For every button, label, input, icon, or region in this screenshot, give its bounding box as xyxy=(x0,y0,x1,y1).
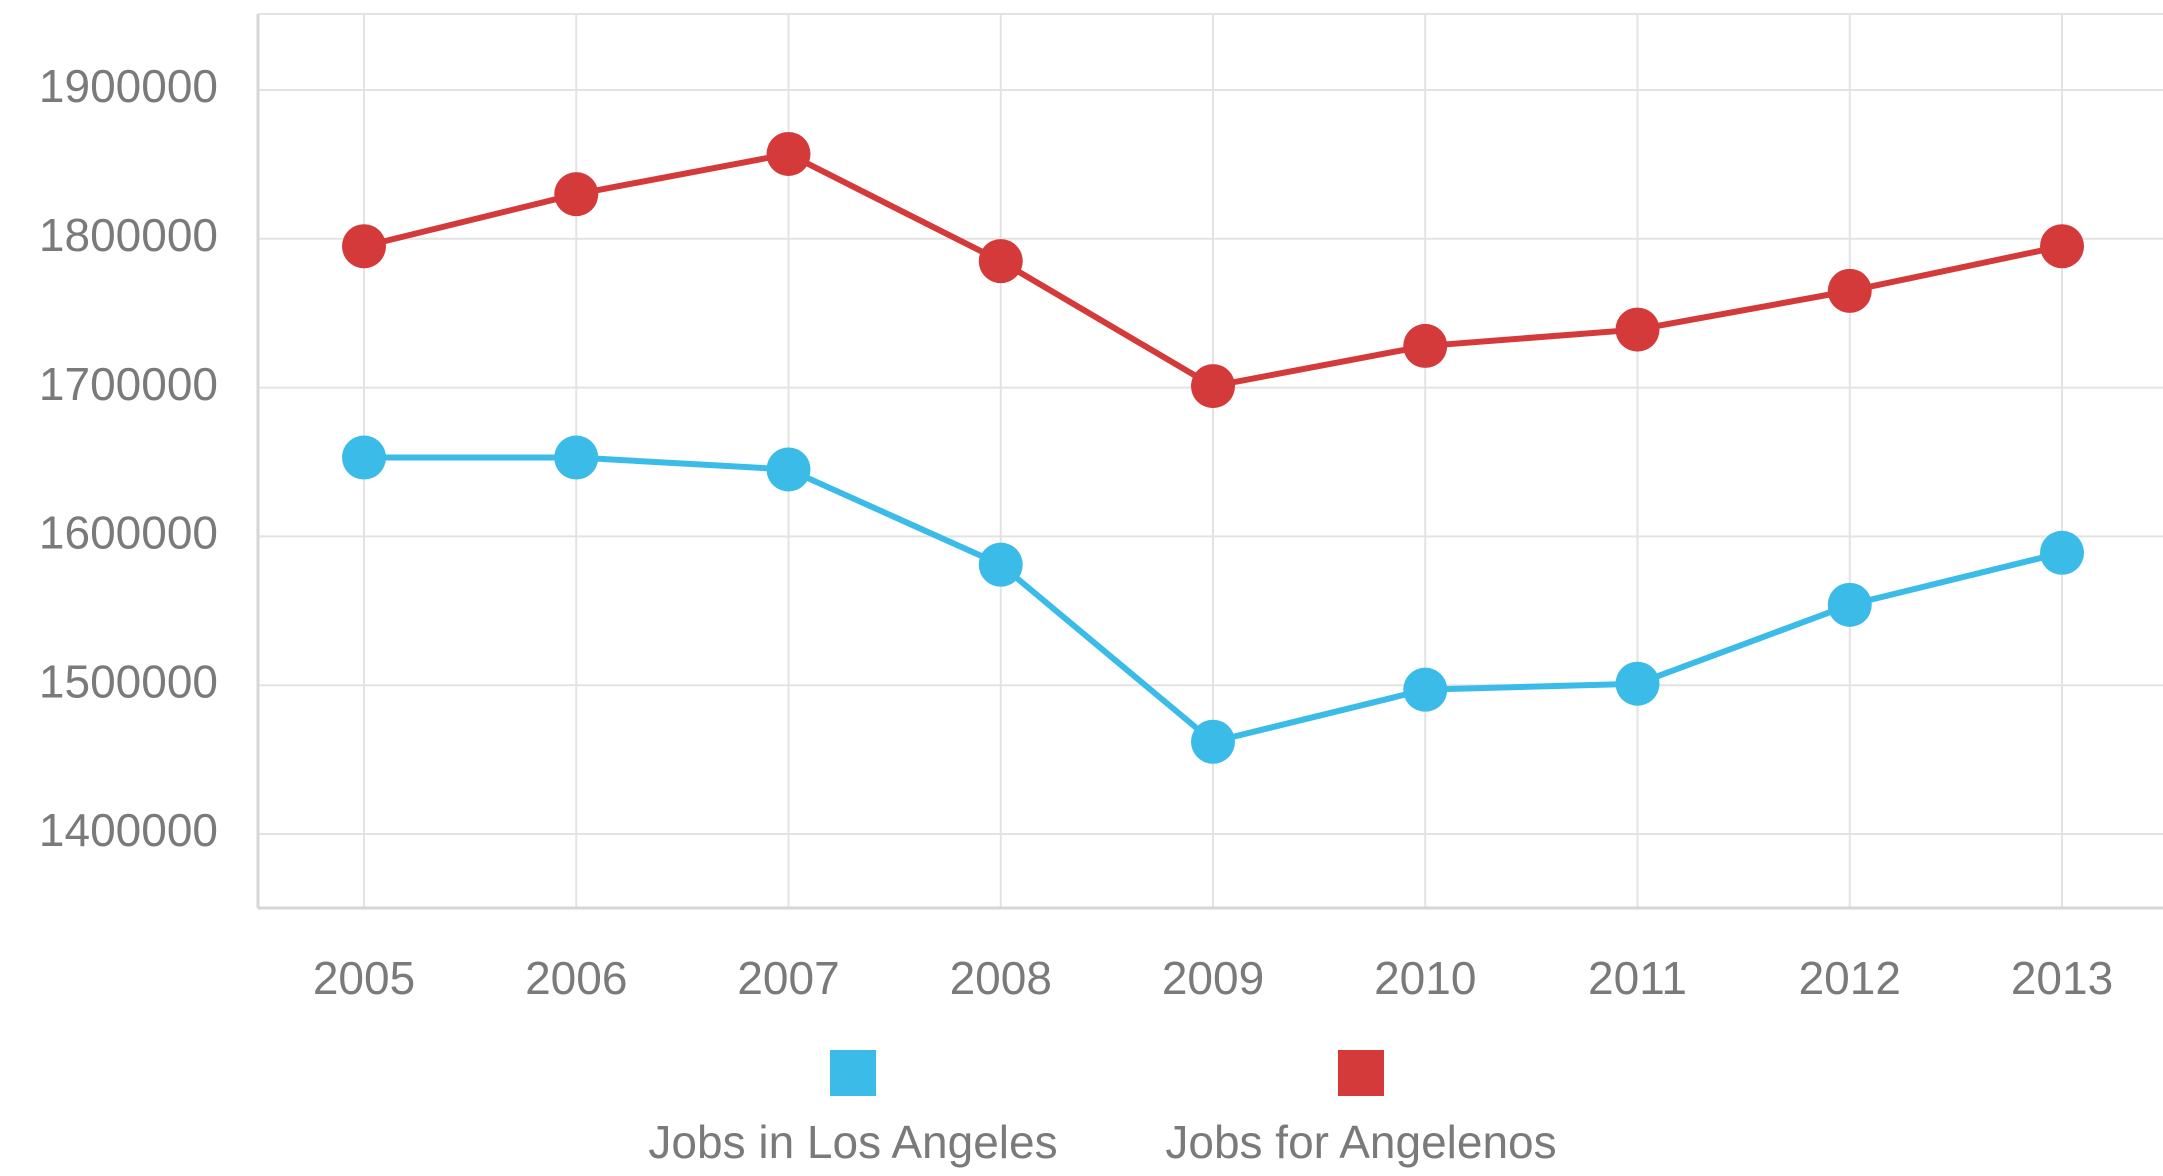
data-point xyxy=(1403,323,1448,368)
x-tick-label: 2010 xyxy=(1374,952,1476,1004)
axes xyxy=(256,13,2163,910)
y-tick-label: 1800000 xyxy=(39,209,218,261)
legend-label: Jobs in Los Angeles xyxy=(648,1116,1057,1168)
data-point xyxy=(342,224,386,269)
x-tick-label: 2005 xyxy=(313,952,415,1004)
x-tick-label: 2012 xyxy=(1799,952,1901,1004)
x-tick-label: 2006 xyxy=(525,952,627,1004)
legend-swatch xyxy=(1338,1050,1384,1096)
y-tick-label: 1400000 xyxy=(39,804,218,856)
x-tick-label: 2011 xyxy=(1588,952,1687,1004)
x-tick-label: 2008 xyxy=(950,952,1052,1004)
x-tick-label: 2007 xyxy=(737,952,839,1004)
data-point xyxy=(978,542,1023,587)
data-point xyxy=(1191,364,1235,409)
data-point xyxy=(342,435,386,480)
x-tick-labels: 2005 2006 2007 2008 2009 2010 2011 2012 2013 xyxy=(313,952,2113,1004)
grid xyxy=(258,14,2163,908)
data-point xyxy=(1827,268,1872,313)
legend-label: Jobs for Angelenos xyxy=(1165,1116,1556,1168)
x-tick-label: 2009 xyxy=(1162,952,1264,1004)
series-points xyxy=(342,131,2084,764)
data-point xyxy=(1615,307,1660,352)
data-point xyxy=(2040,530,2084,575)
data-point xyxy=(1827,582,1872,627)
y-tick-labels: 1400000 1500000 1600000 1700000 1800000 19000… xyxy=(39,60,218,856)
y-tick-label: 1900000 xyxy=(39,60,218,112)
y-tick-label: 1500000 xyxy=(39,655,218,707)
data-point xyxy=(1403,667,1448,712)
data-point xyxy=(978,239,1023,284)
x-tick-label: 2013 xyxy=(2011,952,2113,1004)
data-point xyxy=(554,435,599,480)
y-tick-label: 1700000 xyxy=(39,358,218,410)
y-tick-label: 1600000 xyxy=(39,507,218,559)
data-point xyxy=(766,131,811,176)
data-point xyxy=(554,172,599,217)
data-point xyxy=(1191,719,1235,764)
data-point xyxy=(766,447,811,492)
data-point xyxy=(2040,224,2084,269)
data-point xyxy=(1615,661,1660,706)
legend: Jobs in Los Angeles Jobs for Angelenos xyxy=(648,1050,1557,1168)
legend-swatch xyxy=(830,1050,876,1096)
